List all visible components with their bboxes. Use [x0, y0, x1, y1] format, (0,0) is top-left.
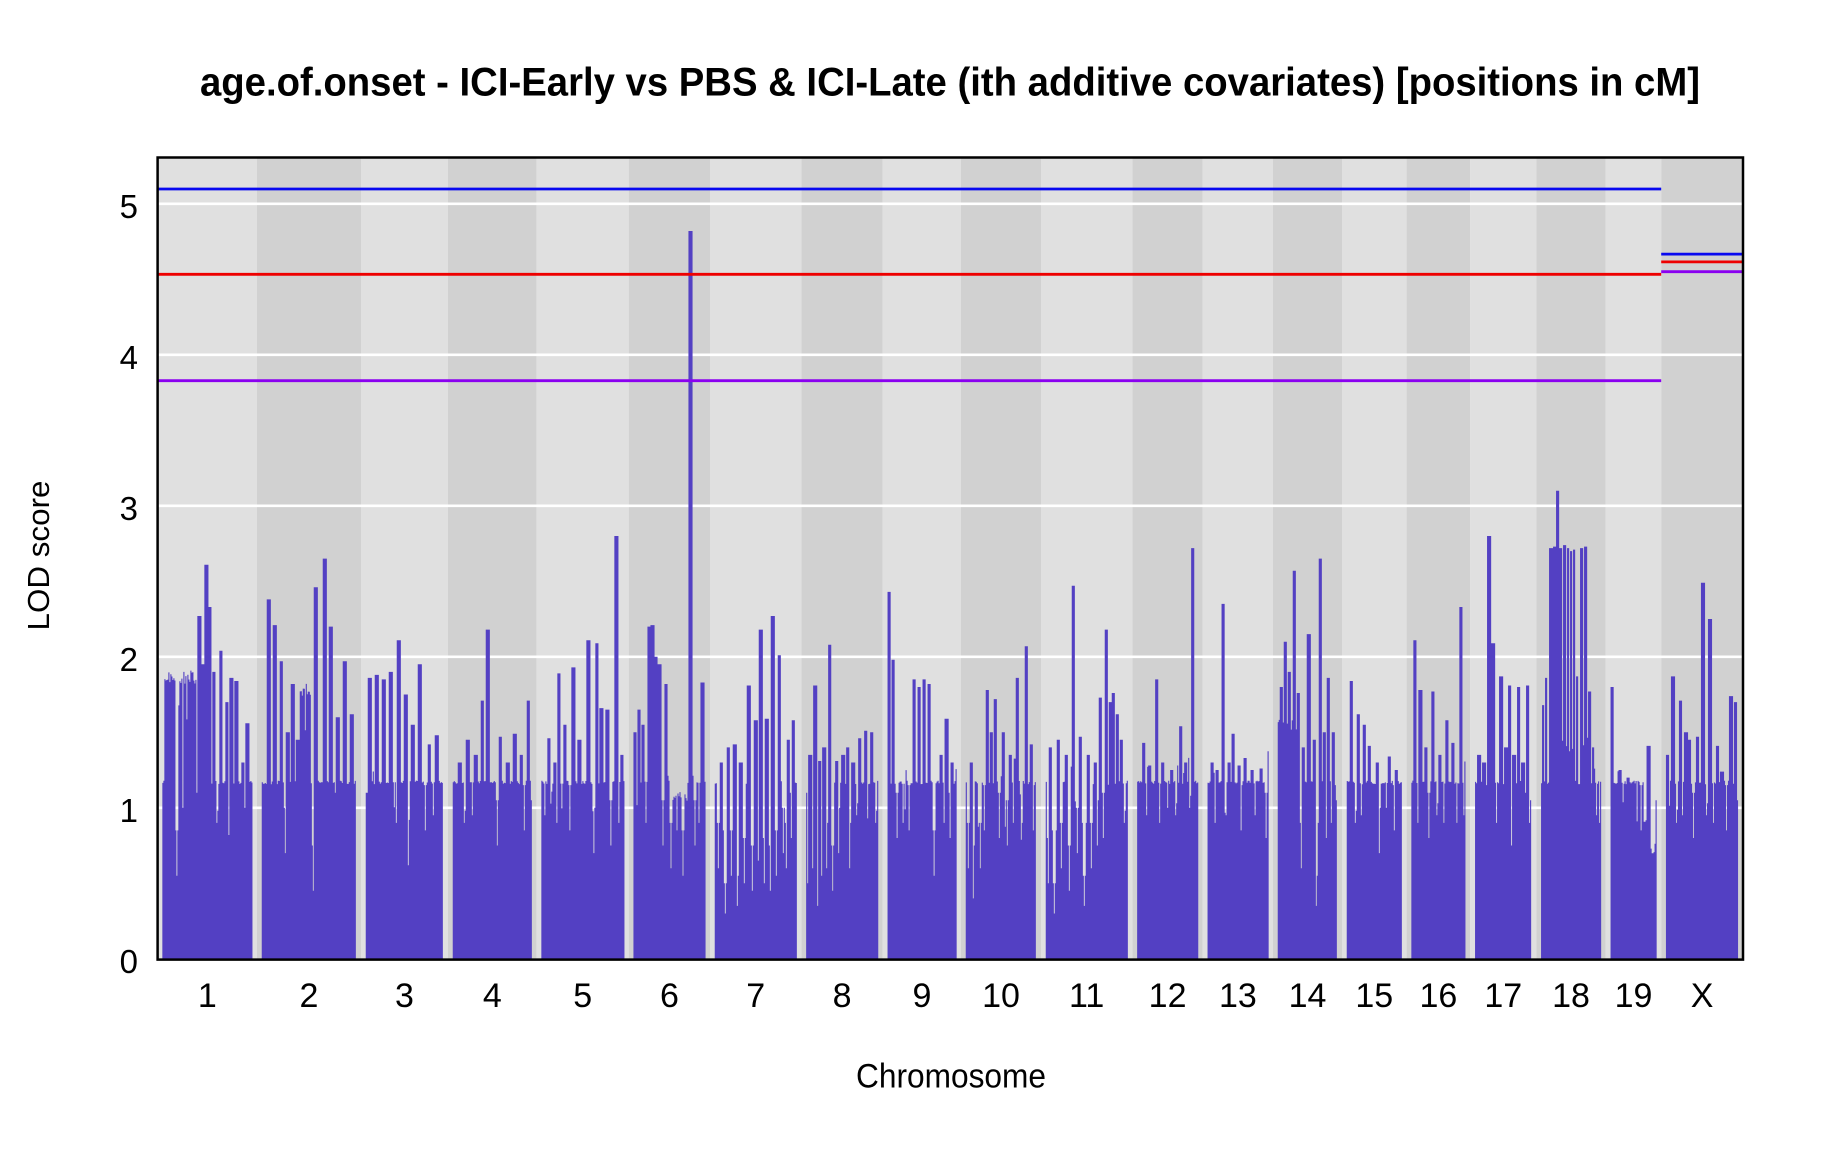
svg-text:8: 8	[833, 977, 852, 1015]
svg-text:3: 3	[120, 490, 138, 527]
svg-text:13: 13	[1219, 977, 1257, 1015]
svg-text:17: 17	[1484, 977, 1522, 1015]
svg-text:LOD score: LOD score	[21, 481, 56, 631]
svg-text:4: 4	[483, 977, 502, 1015]
svg-text:Chromosome: Chromosome	[856, 1058, 1046, 1096]
svg-text:2: 2	[300, 977, 319, 1015]
svg-text:10: 10	[982, 977, 1020, 1015]
svg-text:0: 0	[120, 943, 138, 980]
svg-text:12: 12	[1149, 977, 1187, 1015]
svg-text:1: 1	[120, 792, 138, 829]
svg-text:3: 3	[395, 977, 414, 1015]
svg-text:11: 11	[1069, 977, 1104, 1015]
svg-text:4: 4	[120, 339, 138, 376]
svg-text:2: 2	[120, 641, 138, 678]
svg-text:9: 9	[912, 977, 931, 1015]
svg-text:14: 14	[1289, 977, 1327, 1015]
svg-text:1: 1	[198, 977, 217, 1015]
svg-text:5: 5	[120, 188, 138, 225]
svg-text:16: 16	[1419, 977, 1457, 1015]
svg-text:15: 15	[1355, 977, 1393, 1015]
svg-text:18: 18	[1552, 977, 1590, 1015]
svg-text:19: 19	[1615, 977, 1653, 1015]
svg-text:age.of.onset - ICI-Early vs PB: age.of.onset - ICI-Early vs PBS & ICI-La…	[200, 61, 1700, 105]
svg-text:X: X	[1691, 977, 1714, 1015]
svg-text:7: 7	[746, 977, 765, 1015]
svg-text:5: 5	[573, 977, 592, 1015]
svg-text:6: 6	[660, 977, 679, 1015]
